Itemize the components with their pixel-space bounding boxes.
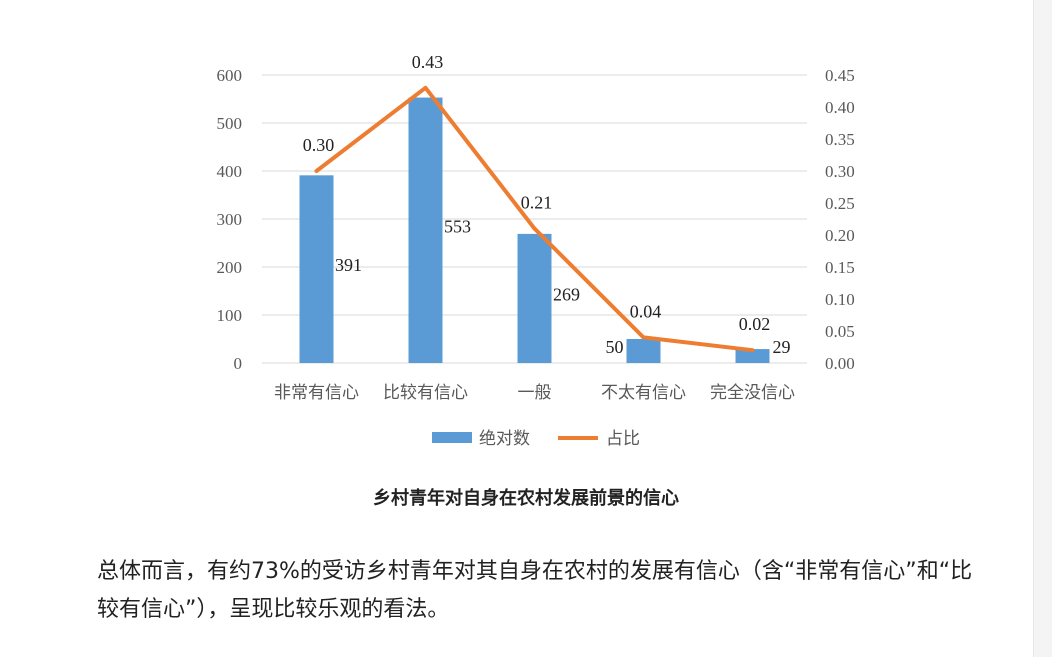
- legend: 绝对数 占比: [432, 429, 640, 449]
- legend-line-label: 占比: [606, 429, 640, 449]
- bar-data-label: 553: [444, 216, 471, 236]
- left-tick-label: 500: [217, 114, 243, 133]
- bar: [299, 175, 334, 363]
- right-tick-label: 0.40: [825, 98, 855, 117]
- right-tick-label: 0.05: [825, 322, 855, 341]
- right-tick-label: 0.45: [825, 66, 855, 85]
- category-label: 比较有信心: [383, 383, 468, 403]
- category-label: 非常有信心: [274, 383, 359, 403]
- right-tick-label: 0.20: [825, 226, 855, 245]
- bar-series: [299, 97, 770, 363]
- line-data-label: 0.43: [412, 52, 444, 72]
- right-tick-label: 0.15: [825, 258, 855, 277]
- right-tick-label: 0.10: [825, 290, 855, 309]
- left-tick-label: 0: [234, 354, 243, 373]
- legend-bar-label: 绝对数: [479, 429, 530, 449]
- legend-bar-swatch: [432, 432, 472, 443]
- category-label: 完全没信心: [710, 383, 795, 403]
- bar: [735, 349, 770, 363]
- bar-data-label: 391: [335, 255, 362, 275]
- right-tick-label: 0.00: [825, 354, 855, 373]
- left-tick-label: 600: [217, 66, 243, 85]
- data-labels: 0.30 0.43 0.21 0.04 0.02 391 553 269 50 29: [303, 52, 791, 357]
- body-paragraph: 总体而言，有约73%的受访乡村青年对其自身在农村的发展有信心（含“非常有信心”和…: [97, 559, 973, 622]
- category-label: 不太有信心: [601, 383, 686, 403]
- line-data-label: 0.04: [630, 301, 662, 321]
- left-tick-label: 300: [217, 210, 243, 229]
- bar: [626, 339, 661, 363]
- left-tick-label: 100: [217, 306, 243, 325]
- line-data-label: 0.02: [739, 314, 771, 334]
- line-data-label: 0.21: [521, 193, 553, 213]
- line-path: [314, 85, 755, 353]
- left-tick-label: 400: [217, 162, 243, 181]
- right-tick-label: 0.30: [825, 162, 855, 181]
- line-data-label: 0.30: [303, 135, 335, 155]
- right-tick-label: 0.35: [825, 130, 855, 149]
- axes: 0 100 200 300 400 500 600 0.00 0.05 0.10 0.15 0.20 0…: [217, 66, 855, 403]
- bar-data-label: 269: [553, 284, 580, 304]
- combo-chart: 0.30 0.43 0.21 0.04 0.02 391 553 269 50 29 0 100 20…: [217, 52, 855, 449]
- bar: [517, 233, 552, 363]
- scrollbar[interactable]: [1033, 0, 1052, 657]
- left-tick-label: 200: [217, 258, 243, 277]
- bar: [408, 97, 443, 363]
- line-series: [314, 85, 755, 353]
- chart-caption: 乡村青年对自身在农村发展前景的信心: [373, 488, 679, 509]
- bar-data-label: 50: [606, 337, 624, 357]
- bar-data-label: 29: [773, 337, 791, 357]
- right-tick-label: 0.25: [825, 194, 855, 213]
- category-label: 一般: [518, 383, 552, 403]
